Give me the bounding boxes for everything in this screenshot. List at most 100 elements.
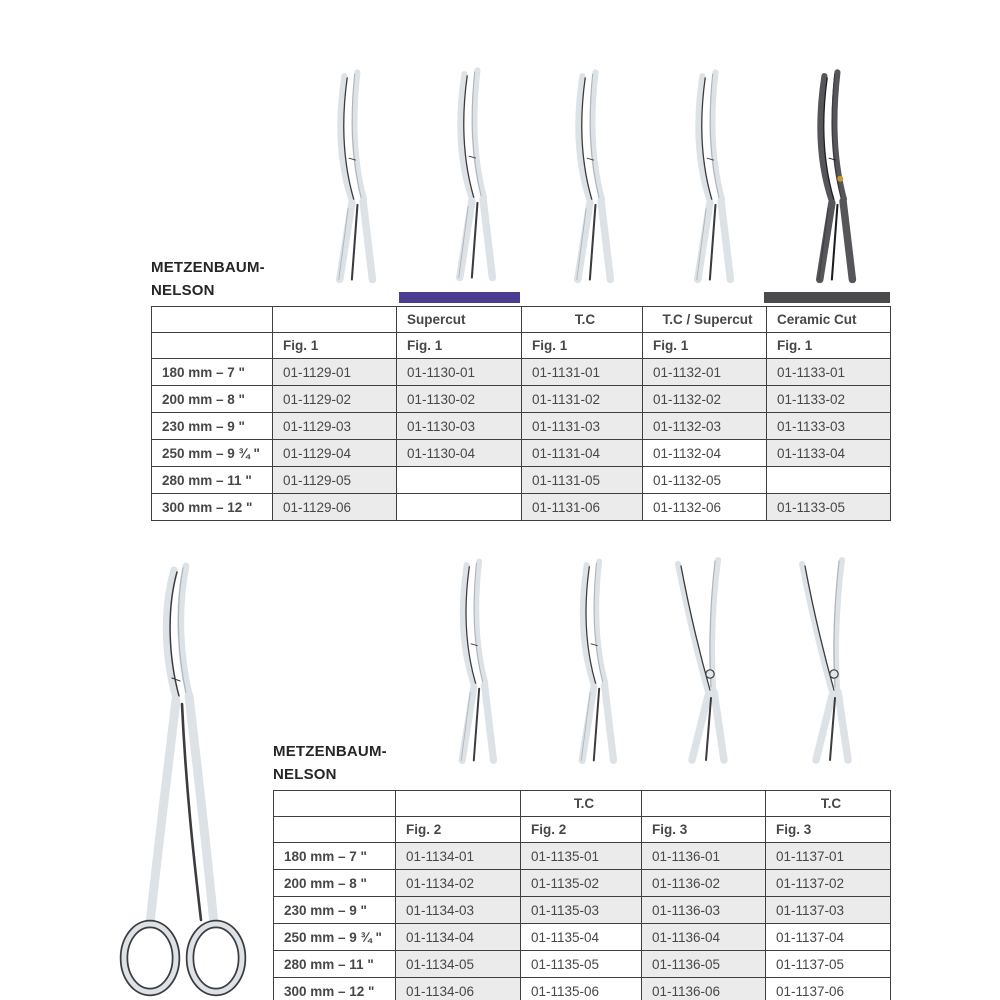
scissors-tip-image-fig1-tc-supercut bbox=[666, 58, 750, 292]
product-code: 01-1135-02 bbox=[520, 869, 642, 897]
variant-header-empty bbox=[151, 306, 273, 333]
table-row: 230 mm – 9 " 01-1134-03 01-1135-03 01-11… bbox=[273, 896, 891, 924]
table-row: T.C T.C bbox=[273, 790, 891, 817]
scissors-tip-image-fig2-plain bbox=[428, 556, 516, 764]
product-code: 01-1129-04 bbox=[272, 439, 397, 467]
table-row: 250 mm – 9 ¾ " 01-1129-04 01-1130-04 01-… bbox=[151, 439, 891, 467]
variant-header-tc: T.C bbox=[765, 790, 891, 817]
product-code: 01-1136-05 bbox=[641, 950, 766, 978]
product-code: 01-1132-02 bbox=[642, 385, 767, 413]
section2-title: METZENBAUM- NELSON bbox=[273, 740, 387, 786]
table-row: 250 mm – 9 ¾ " 01-1134-04 01-1135-04 01-… bbox=[273, 923, 891, 951]
product-code: 01-1133-02 bbox=[766, 385, 891, 413]
variant-header-tc: T.C bbox=[520, 790, 642, 817]
product-code: 01-1134-05 bbox=[395, 950, 521, 978]
product-code: 01-1133-04 bbox=[766, 439, 891, 467]
section1-title-line1: METZENBAUM- bbox=[151, 259, 265, 276]
variant-header-supercut: Supercut bbox=[396, 306, 522, 333]
product-code: 01-1131-04 bbox=[521, 439, 643, 467]
product-code: 01-1132-01 bbox=[642, 358, 767, 386]
scissors-tip-image-fig1-tc bbox=[546, 58, 630, 292]
fig-header: Fig. 2 bbox=[395, 816, 521, 843]
product-code: 01-1134-03 bbox=[395, 896, 521, 924]
product-code: 01-1132-04 bbox=[642, 439, 767, 467]
size-label: 200 mm – 8 " bbox=[151, 385, 273, 413]
section2-title-line2: NELSON bbox=[273, 766, 337, 783]
variant-header-empty bbox=[272, 306, 397, 333]
fig-header: Fig. 1 bbox=[396, 332, 522, 359]
product-code: 01-1137-04 bbox=[765, 923, 891, 951]
product-code: 01-1135-04 bbox=[520, 923, 642, 951]
product-code: 01-1134-02 bbox=[395, 869, 521, 897]
table-row: 300 mm – 12 " 01-1129-06 01-1131-06 01-1… bbox=[151, 493, 891, 521]
size-label: 180 mm – 7 " bbox=[151, 358, 273, 386]
product-code: 01-1129-02 bbox=[272, 385, 397, 413]
product-code: 01-1135-05 bbox=[520, 950, 642, 978]
product-code: 01-1133-01 bbox=[766, 358, 891, 386]
scissors-tip-image-fig1-supercut bbox=[428, 56, 512, 290]
supercut-color-bar bbox=[399, 292, 520, 303]
product-code: 01-1137-03 bbox=[765, 896, 891, 924]
product-code: 01-1130-03 bbox=[396, 412, 522, 440]
table-row: 200 mm – 8 " 01-1134-02 01-1135-02 01-11… bbox=[273, 869, 891, 897]
product-code: 01-1130-02 bbox=[396, 385, 522, 413]
scissors-full-image-fig2 bbox=[102, 560, 268, 1000]
size-label: 250 mm – 9 ¾ " bbox=[151, 439, 273, 467]
fig-header-empty bbox=[273, 816, 396, 843]
scissors-tip-image-fig1-ceramic-cut bbox=[788, 58, 872, 292]
variant-header-tc-supercut: T.C / Supercut bbox=[642, 306, 767, 333]
product-code: 01-1134-06 bbox=[395, 977, 521, 1000]
fig-header-empty bbox=[151, 332, 273, 359]
product-code: 01-1134-04 bbox=[395, 923, 521, 951]
table-row: Fig. 2 Fig. 2 Fig. 3 Fig. 3 bbox=[273, 816, 891, 843]
table-row: 300 mm – 12 " 01-1134-06 01-1135-06 01-1… bbox=[273, 977, 891, 1000]
product-code: 01-1134-01 bbox=[395, 842, 521, 870]
product-code: 01-1137-05 bbox=[765, 950, 891, 978]
product-code: 01-1130-01 bbox=[396, 358, 522, 386]
size-label: 180 mm – 7 " bbox=[273, 842, 396, 870]
size-label: 300 mm – 12 " bbox=[151, 493, 273, 521]
fig-header: Fig. 1 bbox=[521, 332, 643, 359]
size-label: 300 mm – 12 " bbox=[273, 977, 396, 1000]
product-code: 01-1136-02 bbox=[641, 869, 766, 897]
variant-header-tc: T.C bbox=[521, 306, 643, 333]
product-code: 01-1132-03 bbox=[642, 412, 767, 440]
section2-title-line1: METZENBAUM- bbox=[273, 743, 387, 760]
product-code: 01-1133-05 bbox=[766, 493, 891, 521]
scissors-tip-image-fig1-plain bbox=[308, 58, 392, 292]
table-row: 180 mm – 7 " 01-1129-01 01-1130-01 01-11… bbox=[151, 358, 891, 386]
variant-header-ceramic-cut: Ceramic Cut bbox=[766, 306, 891, 333]
variant-header-empty bbox=[273, 790, 396, 817]
fig-header: Fig. 1 bbox=[272, 332, 397, 359]
product-code: 01-1137-06 bbox=[765, 977, 891, 1000]
variant-header-empty bbox=[641, 790, 766, 817]
product-code: 01-1135-06 bbox=[520, 977, 642, 1000]
product-code: 01-1135-01 bbox=[520, 842, 642, 870]
product-code: 01-1131-03 bbox=[521, 412, 643, 440]
fig-header: Fig. 1 bbox=[766, 332, 891, 359]
product-code: 01-1129-05 bbox=[272, 466, 397, 494]
product-code: 01-1131-02 bbox=[521, 385, 643, 413]
product-code: 01-1136-06 bbox=[641, 977, 766, 1000]
product-code: 01-1132-05 bbox=[642, 466, 767, 494]
product-code: 01-1129-03 bbox=[272, 412, 397, 440]
section1-title-line2: NELSON bbox=[151, 282, 215, 299]
table-row: 280 mm – 11 " 01-1134-05 01-1135-05 01-1… bbox=[273, 950, 891, 978]
product-code: 01-1129-06 bbox=[272, 493, 397, 521]
ceramic-cut-color-bar bbox=[764, 292, 890, 303]
empty-cell bbox=[396, 493, 522, 521]
fig-header: Fig. 1 bbox=[642, 332, 767, 359]
product-code: 01-1132-06 bbox=[642, 493, 767, 521]
size-label: 250 mm – 9 ¾ " bbox=[273, 923, 396, 951]
product-code: 01-1136-01 bbox=[641, 842, 766, 870]
product-code: 01-1136-04 bbox=[641, 923, 766, 951]
table-row: 230 mm – 9 " 01-1129-03 01-1130-03 01-11… bbox=[151, 412, 891, 440]
table-row: 200 mm – 8 " 01-1129-02 01-1130-02 01-11… bbox=[151, 385, 891, 413]
product-code: 01-1130-04 bbox=[396, 439, 522, 467]
size-label: 280 mm – 11 " bbox=[151, 466, 273, 494]
product-code: 01-1131-05 bbox=[521, 466, 643, 494]
product-code: 01-1135-03 bbox=[520, 896, 642, 924]
product-code: 01-1129-01 bbox=[272, 358, 397, 386]
size-label: 230 mm – 9 " bbox=[151, 412, 273, 440]
